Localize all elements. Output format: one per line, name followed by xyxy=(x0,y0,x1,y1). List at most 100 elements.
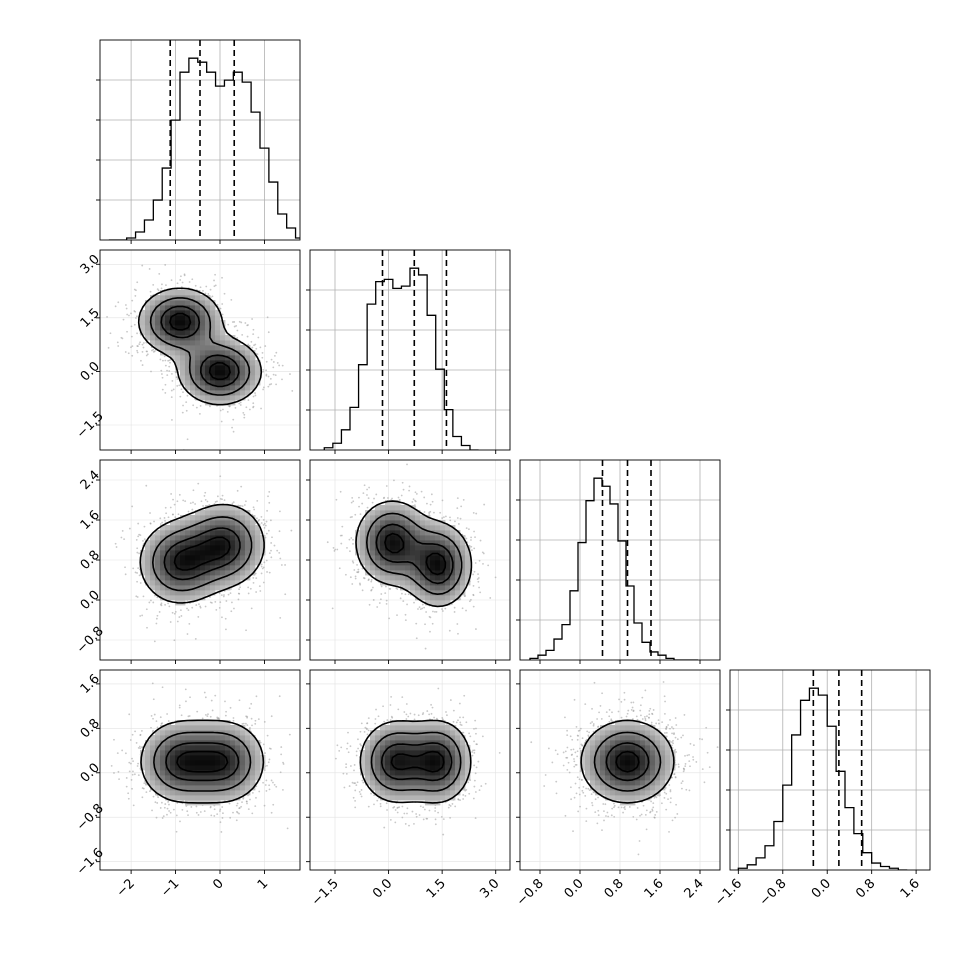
density-cell xyxy=(160,540,166,546)
scatter-point xyxy=(227,323,230,326)
density-cell xyxy=(185,565,191,571)
density-cell xyxy=(170,595,176,601)
density-cell xyxy=(140,570,146,576)
density-cell xyxy=(185,585,191,591)
scatter-point xyxy=(126,330,128,333)
scatter-point xyxy=(145,354,148,357)
scatter-point xyxy=(225,628,227,631)
density-cell xyxy=(180,545,186,551)
density-cell xyxy=(205,345,211,351)
density-cell xyxy=(250,380,256,386)
scatter-point xyxy=(266,571,268,573)
density-cell xyxy=(185,560,191,566)
scatter-point xyxy=(186,394,189,397)
density-cell xyxy=(180,580,186,586)
scatter-point xyxy=(351,496,354,499)
density-cell xyxy=(165,295,171,301)
density-cell xyxy=(250,350,256,356)
density-cell xyxy=(200,300,206,306)
density-cell xyxy=(210,540,216,546)
density-cell xyxy=(185,380,191,386)
scatter-point xyxy=(215,608,218,611)
scatter-point xyxy=(170,493,173,495)
density-cell xyxy=(245,525,251,531)
density-cell xyxy=(190,530,196,536)
density-cell xyxy=(200,545,206,551)
density-cell xyxy=(140,560,146,566)
scatter-point xyxy=(240,321,243,324)
density-cell xyxy=(180,585,186,591)
density-cell xyxy=(200,390,206,396)
scatter-point xyxy=(138,343,141,346)
density-cell xyxy=(175,290,181,296)
density-cell xyxy=(220,340,226,346)
density-cell xyxy=(180,570,186,576)
density-cell xyxy=(180,520,186,526)
density-cell xyxy=(155,585,161,591)
scatter-point xyxy=(223,594,225,596)
scatter-point xyxy=(188,622,191,625)
scatter-point xyxy=(238,592,241,595)
scatter-point xyxy=(261,352,264,354)
scatter-point xyxy=(132,567,135,570)
density-cell xyxy=(200,520,206,526)
density-cell xyxy=(230,340,236,346)
scatter-point xyxy=(449,519,452,522)
histogram-panel-1 xyxy=(310,250,510,450)
density-cell xyxy=(165,290,171,296)
density-cell xyxy=(165,325,171,331)
scatter-point xyxy=(456,517,459,519)
scatter-point xyxy=(164,264,167,266)
scatter-point xyxy=(268,501,271,504)
scatter-point xyxy=(165,512,168,515)
density-cell xyxy=(230,530,236,536)
scatter-point xyxy=(261,356,264,359)
scatter-point xyxy=(197,616,200,618)
density-cell xyxy=(175,535,181,541)
density-cell xyxy=(175,300,181,306)
scatter-point xyxy=(471,549,473,551)
scatter-point xyxy=(336,548,339,551)
scatter-point xyxy=(408,489,411,492)
density-cell xyxy=(210,370,216,376)
scatter-point xyxy=(125,304,127,306)
scatter-point xyxy=(199,605,202,608)
density-cell xyxy=(165,530,171,536)
density-cell xyxy=(220,365,226,371)
scatter-point xyxy=(200,500,203,503)
density-cell xyxy=(185,355,191,361)
scatter-point xyxy=(227,593,230,596)
scatter-point xyxy=(268,571,271,574)
density-cell xyxy=(230,545,236,551)
scatter-point xyxy=(349,550,351,553)
density-cell xyxy=(205,395,211,401)
density-cell xyxy=(190,365,196,371)
scatter-point xyxy=(280,564,283,566)
density-cell xyxy=(215,390,221,396)
scatter-point xyxy=(133,323,136,326)
density-cell xyxy=(170,540,176,546)
scatter-point xyxy=(401,481,404,484)
density-cell xyxy=(185,310,191,316)
density-cell xyxy=(170,525,176,531)
scatter-point xyxy=(259,346,262,349)
scatter-point xyxy=(139,582,142,584)
density-cell xyxy=(240,570,246,576)
scatter-point xyxy=(244,322,247,324)
scatter-point xyxy=(254,343,257,346)
scatter-point xyxy=(205,285,208,288)
scatter-point xyxy=(344,573,347,576)
density-cell xyxy=(195,555,201,561)
scatter-point xyxy=(171,611,174,614)
density-cell xyxy=(150,305,156,311)
density-cell xyxy=(195,380,201,386)
density-cell xyxy=(215,345,221,351)
scatter-point xyxy=(218,307,221,310)
scatter-point xyxy=(406,463,408,466)
density-cell xyxy=(245,350,251,356)
scatter-point xyxy=(136,572,138,574)
scatter-point xyxy=(131,505,134,508)
density-cell xyxy=(185,345,191,351)
density-cell xyxy=(230,550,236,556)
density-cell xyxy=(235,360,241,366)
